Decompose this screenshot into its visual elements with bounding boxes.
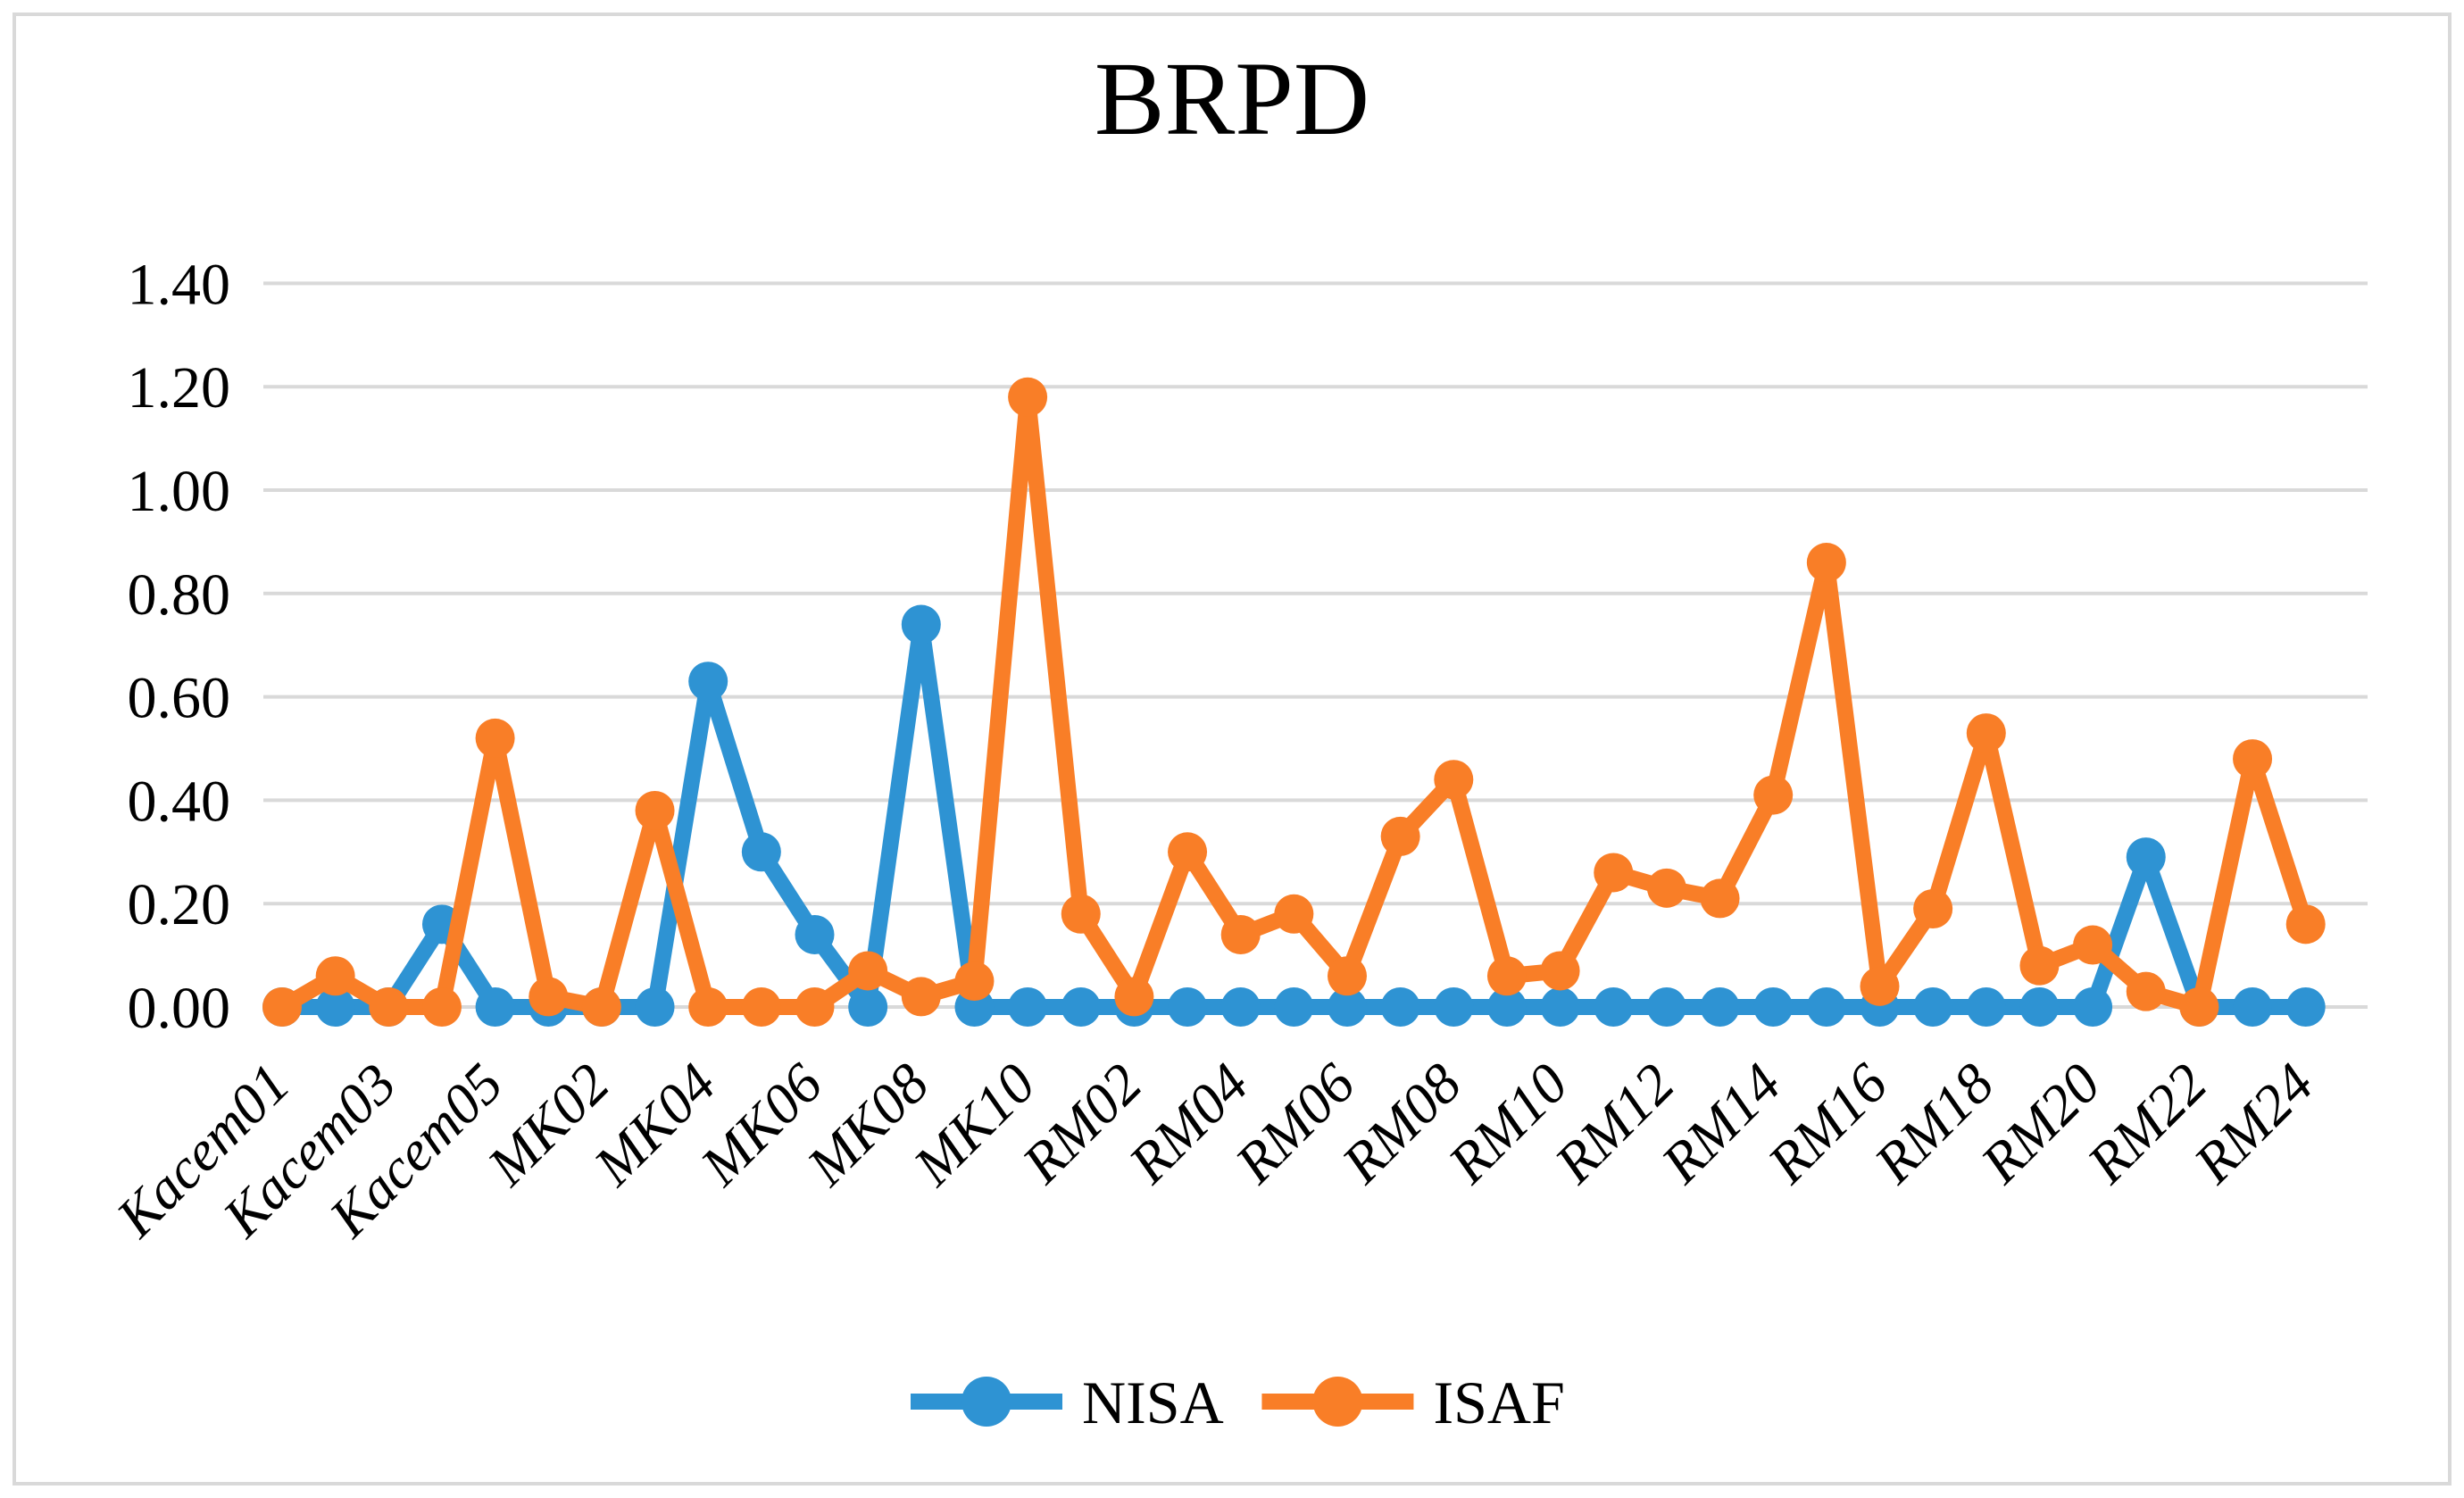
data-point-marker	[1966, 713, 2006, 753]
data-point-marker	[1380, 816, 1420, 856]
data-point-marker	[529, 977, 569, 1017]
legend-label-isaf: ISAF	[1433, 1369, 1564, 1436]
data-point-marker	[1913, 987, 1953, 1027]
data-point-marker	[1434, 987, 1474, 1027]
data-point-marker	[1061, 987, 1101, 1027]
figure-border	[12, 12, 2452, 1486]
data-point-marker	[2179, 987, 2219, 1027]
data-point-marker	[741, 987, 781, 1027]
data-point-marker	[1594, 987, 1634, 1027]
data-point-marker	[901, 977, 941, 1017]
data-point-marker	[635, 987, 675, 1027]
data-point-marker	[2126, 971, 2166, 1011]
data-point-marker	[475, 987, 515, 1027]
data-point-marker	[1966, 987, 2006, 1027]
legend: NISA ISAF	[911, 1369, 1565, 1436]
data-point-marker	[1646, 868, 1686, 908]
y-tick-label: 1.40	[128, 252, 231, 317]
data-point-marker	[795, 914, 835, 954]
data-point-marker	[1594, 853, 1634, 893]
data-point-marker	[1008, 377, 1048, 417]
data-point-marker	[1700, 987, 1740, 1027]
data-point-marker	[635, 790, 675, 830]
data-point-marker	[1380, 987, 1420, 1027]
data-point-marker	[421, 987, 462, 1027]
data-point-marker	[954, 961, 995, 1002]
data-point-marker	[1540, 987, 1580, 1027]
data-point-marker	[848, 987, 888, 1027]
data-point-marker	[1168, 987, 1208, 1027]
legend-item-nisa: NISA	[911, 1369, 1224, 1436]
data-point-marker	[2019, 945, 2060, 986]
data-point-marker	[901, 604, 941, 645]
data-point-marker	[1434, 760, 1474, 800]
data-series	[262, 377, 2326, 1027]
data-point-marker	[1061, 894, 1101, 934]
data-point-marker	[2285, 904, 2326, 945]
data-point-marker	[2233, 987, 2273, 1027]
y-tick-label: 1.00	[128, 459, 231, 524]
data-point-marker	[1646, 987, 1686, 1027]
data-point-marker	[1114, 977, 1154, 1017]
y-tick-label: 0.40	[128, 769, 231, 834]
y-axis-tick-labels: 0.00 0.20 0.40 0.60 0.80 1.00 1.20 1.40	[128, 252, 231, 1041]
data-point-marker	[1753, 987, 1794, 1027]
data-point-marker	[581, 987, 621, 1027]
data-point-marker	[2233, 739, 2273, 779]
data-point-marker	[2019, 987, 2060, 1027]
chart-title: BRPD	[1095, 40, 1369, 157]
data-point-marker	[1274, 987, 1314, 1027]
data-point-marker	[262, 987, 302, 1027]
data-point-marker	[1860, 966, 1900, 1006]
data-point-marker	[2285, 987, 2326, 1027]
data-point-marker	[1540, 951, 1580, 991]
data-point-marker	[1806, 987, 1846, 1027]
y-tick-label: 0.20	[128, 872, 231, 937]
data-point-marker	[1008, 987, 1048, 1027]
data-point-marker	[1168, 832, 1208, 872]
data-point-marker	[1486, 956, 1527, 996]
data-point-marker	[1220, 914, 1261, 954]
data-point-marker	[688, 987, 728, 1027]
y-tick-label: 0.80	[128, 562, 231, 628]
data-point-marker	[1486, 987, 1527, 1027]
legend-marker-swatch	[1312, 1377, 1363, 1427]
y-tick-label: 0.60	[128, 666, 231, 731]
data-point-marker	[1274, 894, 1314, 934]
data-point-marker	[2073, 925, 2113, 965]
data-point-marker	[369, 987, 409, 1027]
data-point-marker	[475, 718, 515, 758]
legend-item-isaf: ISAF	[1261, 1369, 1565, 1436]
data-point-marker	[2073, 987, 2113, 1027]
data-point-marker	[315, 956, 355, 996]
legend-label-nisa: NISA	[1082, 1369, 1224, 1436]
data-point-marker	[1913, 888, 1953, 928]
legend-marker-swatch	[961, 1377, 1011, 1427]
data-point-marker	[688, 662, 728, 702]
data-point-marker	[848, 951, 888, 991]
y-tick-label: 0.00	[128, 976, 231, 1041]
data-point-marker	[1806, 543, 1846, 583]
data-point-marker	[1753, 775, 1794, 815]
data-point-marker	[315, 987, 355, 1027]
gridlines	[263, 281, 2368, 1009]
data-point-marker	[1328, 987, 1367, 1027]
data-point-marker	[1700, 878, 1740, 919]
y-tick-label: 1.20	[128, 355, 231, 420]
data-point-marker	[795, 987, 835, 1027]
series-isaf	[262, 377, 2326, 1027]
data-point-marker	[1328, 956, 1367, 996]
data-point-marker	[2126, 837, 2166, 878]
data-point-marker	[741, 832, 781, 872]
data-point-marker	[1220, 987, 1261, 1027]
